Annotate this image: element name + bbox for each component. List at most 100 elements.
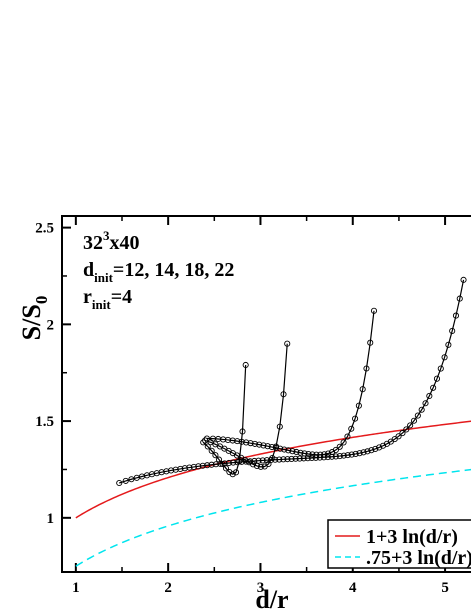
series-3-point: [234, 459, 241, 466]
series-2-point: [203, 435, 210, 442]
series-2-point: [359, 386, 366, 393]
series-2-point: [277, 445, 284, 452]
series-3-point: [399, 430, 406, 437]
series-line-0: [202, 364, 247, 475]
series-2-point: [234, 438, 241, 445]
series-3-point: [422, 400, 429, 407]
series-3-point: [348, 451, 355, 458]
series-3-point: [304, 455, 311, 462]
series-2-point: [247, 440, 254, 447]
series-3-point: [190, 463, 197, 470]
series-0-point: [212, 452, 219, 459]
series-3-point: [332, 453, 339, 460]
legend-box: [327, 519, 471, 569]
series-2-point: [256, 441, 263, 448]
series-3-point: [221, 460, 228, 467]
series-3-point: [312, 454, 319, 461]
series-3-point: [460, 276, 467, 283]
series-3-point: [376, 444, 383, 451]
curve-1: [75, 468, 471, 567]
series-1-point: [257, 463, 264, 470]
legend: 1+3 ln(d/r) .75+3 ln(d/r): [327, 519, 471, 569]
series-3-point: [167, 467, 175, 474]
series-3-point: [292, 455, 299, 462]
legend-label-0: 1+3 ln(d/r): [366, 526, 458, 548]
series-3-point: [122, 477, 129, 484]
series-2-point: [224, 436, 232, 444]
series-2-point: [336, 443, 343, 450]
series-2-point: [272, 444, 280, 451]
x-tick-label: 1: [72, 580, 80, 596]
series-3-point: [449, 327, 456, 334]
series-3-point: [199, 462, 206, 469]
series-3-point: [356, 450, 363, 457]
series-3-point: [186, 464, 193, 471]
x-tick-label: 3: [257, 580, 265, 596]
series-3-point: [284, 456, 291, 463]
series-3-point: [430, 384, 437, 391]
series-3-point: [437, 365, 444, 372]
series-3-point: [242, 458, 249, 465]
series-3-point: [238, 458, 245, 465]
series-3-point: [328, 453, 335, 460]
series-3-point: [296, 455, 303, 462]
annotation-line-rinit: rinit=4: [83, 286, 132, 312]
series-2-point: [289, 448, 296, 455]
series-line-3: [119, 279, 465, 484]
x-axis-label: d/r: [255, 585, 288, 609]
series-3-point: [204, 462, 211, 469]
plot-frame: [61, 215, 471, 573]
series-3-point: [288, 455, 295, 463]
series-3-point: [300, 455, 307, 462]
annotation: 323x40 dinit=12, 14, 18, 22 rinit=4: [83, 228, 234, 312]
series-3-point: [336, 452, 343, 460]
y-axis-label-sub: 0: [32, 296, 51, 305]
series-3-point: [308, 454, 315, 462]
series-1-point: [276, 423, 283, 430]
y-tick-label: 1.5: [35, 414, 54, 430]
x-tick-label: 4: [349, 580, 357, 596]
series-3-point: [395, 433, 402, 440]
series-2-point: [332, 446, 339, 453]
series-2-point: [340, 439, 347, 446]
series-3-point: [407, 422, 414, 429]
series-3-point: [128, 476, 135, 483]
series-3-point: [324, 454, 331, 461]
legend-label-1: .75+3 ln(d/r): [366, 547, 471, 569]
series-0-point: [200, 439, 207, 446]
series-3-point: [172, 466, 179, 473]
series-3-point: [360, 449, 367, 456]
series-3-point: [259, 457, 266, 464]
series-0-point: [232, 469, 240, 476]
series-3-point: [441, 354, 448, 361]
series-3-point: [263, 457, 270, 464]
series-2-point: [281, 446, 288, 453]
curve-0: [75, 420, 471, 519]
series-2-point: [251, 440, 258, 447]
series-3-point: [414, 412, 421, 419]
series-2-point: [367, 339, 374, 346]
series-2-point: [268, 443, 275, 451]
series-2-point: [355, 402, 362, 409]
series-3-point: [247, 458, 254, 465]
y-tick-label: 2.5: [35, 221, 54, 237]
series-3-point: [230, 459, 237, 466]
series-3-point: [426, 392, 433, 399]
series-line-2: [206, 310, 375, 456]
series-1-point: [253, 462, 261, 469]
series-3-point: [225, 459, 232, 467]
reference-curves: [75, 420, 471, 567]
series-3-point: [368, 447, 375, 454]
series-2-point: [305, 450, 312, 458]
series-3-point: [403, 426, 410, 433]
y-axis-label-main: S/S: [17, 304, 46, 340]
series-0-point: [208, 447, 215, 454]
series-2-point: [238, 438, 245, 445]
annotation-line-dinit: dinit=12, 14, 18, 22: [83, 259, 234, 285]
series-1-point: [284, 340, 291, 347]
series-3-point: [391, 436, 398, 443]
series-2-point: [297, 449, 304, 456]
series-3-point: [217, 460, 224, 467]
series-2-point: [348, 425, 355, 432]
series-3-point: [212, 461, 219, 468]
